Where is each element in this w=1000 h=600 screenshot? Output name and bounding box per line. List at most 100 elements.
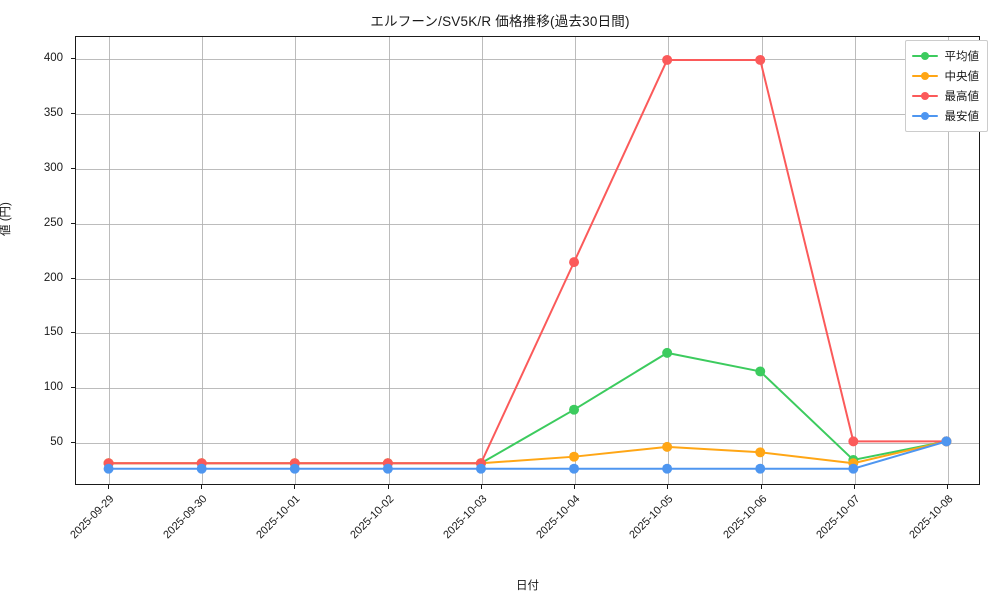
x-tick-label: 2025-10-03 xyxy=(441,493,490,542)
series-line xyxy=(107,440,948,470)
data-point-marker xyxy=(289,463,300,474)
gridline-vertical xyxy=(948,37,950,484)
y-tick-label: 350 xyxy=(43,106,63,119)
y-tick-mark xyxy=(71,222,75,224)
series-line xyxy=(107,58,948,465)
x-tick-mark xyxy=(107,485,109,489)
data-point-marker xyxy=(662,463,673,474)
x-tick-mark xyxy=(201,485,202,489)
x-tick-label: 2025-10-05 xyxy=(627,493,676,542)
gridline-horizontal xyxy=(76,388,979,390)
y-tick-mark xyxy=(71,277,75,279)
gridline-horizontal xyxy=(76,223,979,225)
data-point-marker xyxy=(103,463,114,474)
y-tick-mark xyxy=(71,442,75,444)
x-tick-label: 2025-10-08 xyxy=(907,493,956,542)
legend-marker-icon xyxy=(911,70,938,82)
x-tick-mark xyxy=(574,485,576,489)
series-4 xyxy=(103,436,952,474)
plot-area xyxy=(75,36,980,485)
x-axis: 日付 2025-09-29 2025-09-30 2025-10-01 2025-10… xyxy=(68,485,980,600)
gridline-horizontal xyxy=(76,278,979,280)
x-tick-mark xyxy=(667,485,669,489)
x-tick-label: 2025-10-02 xyxy=(347,493,397,542)
legend-label: 最安値 xyxy=(944,111,980,123)
x-tick-mark xyxy=(387,485,389,489)
legend-marker-icon xyxy=(911,90,938,102)
x-tick-label: 2025-10-01 xyxy=(254,493,303,542)
x-tick-mark xyxy=(760,485,762,489)
y-tick-label: 150 xyxy=(43,326,63,339)
gridline-vertical xyxy=(295,37,297,484)
y-axis: 50 100 150 200 250 300 350 400 xyxy=(0,36,75,485)
gridline-vertical xyxy=(388,37,390,484)
y-tick-label: 300 xyxy=(43,161,63,174)
legend-item-3[interactable]: 最高値 xyxy=(911,86,980,106)
data-point-marker xyxy=(755,54,766,65)
data-point-marker xyxy=(569,257,580,268)
legend-item-2[interactable]: 中央値 xyxy=(911,66,980,86)
y-tick-mark xyxy=(71,58,75,59)
x-tick-mark xyxy=(480,485,482,489)
data-point-marker xyxy=(755,463,766,474)
data-point-marker xyxy=(662,347,673,358)
gridline-horizontal xyxy=(76,443,979,445)
data-point-marker xyxy=(569,463,580,474)
y-tick-label: 50 xyxy=(50,436,63,449)
legend-item-4[interactable]: 最安値 xyxy=(911,106,980,126)
x-axis-label: 日付 xyxy=(516,580,539,592)
legend-marker-icon xyxy=(911,50,938,62)
series-layer xyxy=(103,54,952,474)
y-tick-mark xyxy=(71,167,75,169)
gridline-horizontal xyxy=(76,168,979,170)
data-point-marker xyxy=(755,366,766,377)
series-line xyxy=(107,440,948,465)
series-line xyxy=(107,351,948,465)
x-tick-mark xyxy=(854,485,855,489)
gridline-horizontal xyxy=(76,333,979,335)
data-point-marker xyxy=(755,447,766,458)
chart-title: エルフーン/SV5K/R 価格推移(過去30日間) xyxy=(370,14,630,29)
legend-label: 平均値 xyxy=(944,51,980,63)
x-tick-label: 2025-09-30 xyxy=(161,493,210,542)
data-point-marker xyxy=(848,463,859,474)
y-tick-label: 200 xyxy=(43,271,63,284)
series-3 xyxy=(103,54,952,469)
y-axis-label: 値 (円) xyxy=(0,202,12,236)
chart-legend: 平均値中央値最高値最安値 xyxy=(904,40,988,132)
gridline-horizontal xyxy=(76,113,979,115)
y-tick-mark xyxy=(71,112,75,114)
legend-label: 最高値 xyxy=(944,91,980,103)
data-point-marker xyxy=(662,441,673,452)
data-point-marker xyxy=(569,404,580,415)
data-point-marker xyxy=(848,436,859,447)
data-point-marker xyxy=(569,451,580,462)
legend-marker-icon xyxy=(911,110,938,122)
x-tick-label: 2025-09-29 xyxy=(67,493,117,542)
y-tick-label: 250 xyxy=(43,216,63,229)
x-tick-label: 2025-10-06 xyxy=(720,493,770,542)
gridline-vertical xyxy=(668,37,670,484)
legend-item-1[interactable]: 平均値 xyxy=(911,46,980,66)
y-tick-label: 400 xyxy=(43,52,63,64)
data-point-marker xyxy=(196,463,207,474)
data-point-marker xyxy=(382,463,393,474)
gridline-horizontal xyxy=(76,59,979,60)
gridline-vertical xyxy=(108,37,110,484)
x-tick-label: 2025-10-07 xyxy=(814,493,863,542)
gridline-vertical xyxy=(202,37,203,484)
y-tick-label: 100 xyxy=(43,381,63,394)
data-point-marker xyxy=(941,436,952,447)
y-tick-mark xyxy=(71,387,75,389)
data-point-marker xyxy=(475,463,486,474)
x-tick-mark xyxy=(294,485,296,489)
gridline-vertical xyxy=(855,37,856,484)
data-point-marker xyxy=(662,54,673,65)
y-tick-mark xyxy=(71,332,75,334)
series-1 xyxy=(103,347,952,469)
gridline-vertical xyxy=(761,37,763,484)
x-tick-label: 2025-10-04 xyxy=(534,493,583,542)
legend-label: 中央値 xyxy=(944,71,980,83)
x-tick-mark xyxy=(947,485,949,489)
